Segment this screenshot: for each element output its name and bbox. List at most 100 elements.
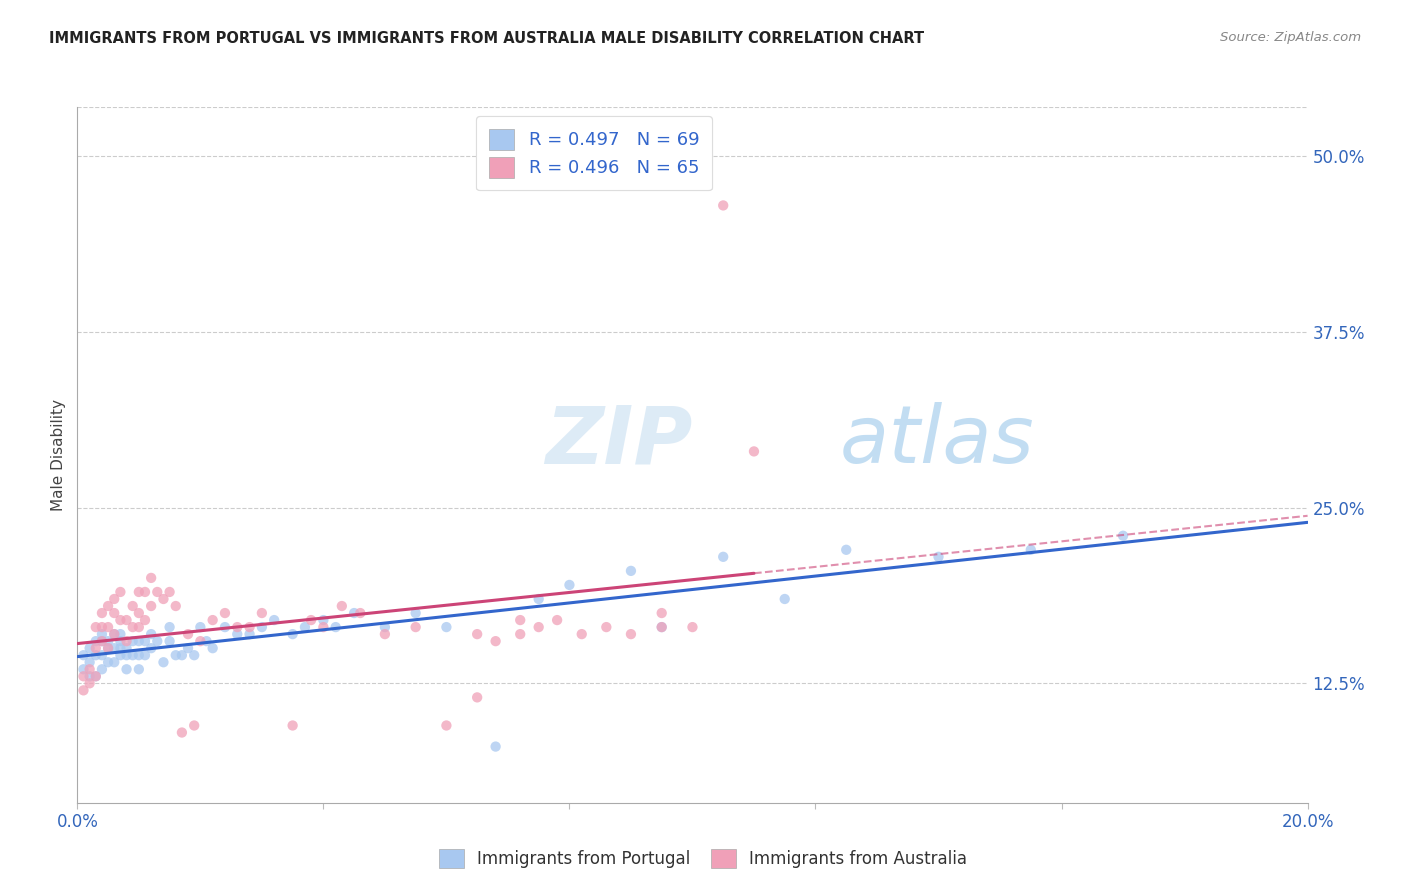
Point xyxy=(330,599,353,613)
Point xyxy=(103,655,125,669)
Point xyxy=(128,606,150,620)
Point xyxy=(711,198,734,212)
Point xyxy=(90,620,114,634)
Point xyxy=(97,641,120,656)
Point xyxy=(84,634,107,648)
Point xyxy=(110,613,132,627)
Point xyxy=(121,634,143,648)
Point xyxy=(90,606,114,620)
Point xyxy=(110,627,132,641)
Point xyxy=(103,606,125,620)
Point xyxy=(405,606,427,620)
Point xyxy=(72,662,94,676)
Point xyxy=(121,620,143,634)
Point xyxy=(110,648,132,663)
Point xyxy=(134,613,156,627)
Point xyxy=(374,620,396,634)
Point xyxy=(620,564,643,578)
Point xyxy=(226,620,249,634)
Point xyxy=(103,627,125,641)
Point xyxy=(485,739,508,754)
Point xyxy=(281,718,304,732)
Point xyxy=(97,641,120,656)
Point xyxy=(121,599,143,613)
Point xyxy=(79,662,101,676)
Point xyxy=(214,620,236,634)
Point xyxy=(546,613,568,627)
Point xyxy=(436,620,458,634)
Text: ZIP: ZIP xyxy=(546,402,692,480)
Point xyxy=(188,620,212,634)
Point xyxy=(250,620,273,634)
Point xyxy=(141,627,163,641)
Point xyxy=(620,627,643,641)
Point xyxy=(165,648,187,663)
Point xyxy=(134,634,156,648)
Point xyxy=(128,620,150,634)
Point xyxy=(103,627,125,641)
Point xyxy=(134,585,156,599)
Point xyxy=(436,718,458,732)
Point xyxy=(742,444,765,458)
Point xyxy=(84,641,107,656)
Point xyxy=(195,634,218,648)
Point xyxy=(115,662,138,676)
Text: atlas: atlas xyxy=(841,402,1035,480)
Point xyxy=(595,620,617,634)
Point xyxy=(325,620,347,634)
Legend: Immigrants from Portugal, Immigrants from Australia: Immigrants from Portugal, Immigrants fro… xyxy=(433,842,973,875)
Point xyxy=(128,634,150,648)
Point xyxy=(110,634,132,648)
Point xyxy=(239,627,262,641)
Point xyxy=(115,634,138,648)
Point xyxy=(294,620,316,634)
Point xyxy=(97,634,120,648)
Point xyxy=(128,585,150,599)
Point xyxy=(115,648,138,663)
Point xyxy=(141,599,163,613)
Point xyxy=(72,669,94,683)
Point xyxy=(509,627,531,641)
Point xyxy=(146,634,169,648)
Point xyxy=(84,648,107,663)
Point xyxy=(103,592,125,607)
Point xyxy=(141,571,163,585)
Point xyxy=(90,648,114,663)
Point xyxy=(170,648,193,663)
Point xyxy=(152,592,174,607)
Point xyxy=(72,683,94,698)
Point xyxy=(651,606,673,620)
Point xyxy=(159,585,181,599)
Point xyxy=(90,634,114,648)
Point xyxy=(79,641,101,656)
Point xyxy=(558,578,581,592)
Point xyxy=(239,620,262,634)
Point xyxy=(79,655,101,669)
Point xyxy=(159,634,181,648)
Point xyxy=(214,606,236,620)
Point xyxy=(115,641,138,656)
Point xyxy=(121,648,143,663)
Point xyxy=(146,585,169,599)
Text: IMMIGRANTS FROM PORTUGAL VS IMMIGRANTS FROM AUSTRALIA MALE DISABILITY CORRELATIO: IMMIGRANTS FROM PORTUGAL VS IMMIGRANTS F… xyxy=(49,31,924,46)
Point xyxy=(188,634,212,648)
Point xyxy=(152,655,174,669)
Point xyxy=(177,627,200,641)
Point xyxy=(374,627,396,641)
Point xyxy=(312,620,335,634)
Point xyxy=(263,613,285,627)
Point xyxy=(128,662,150,676)
Point xyxy=(72,648,94,663)
Point xyxy=(183,648,205,663)
Point xyxy=(159,620,181,634)
Point xyxy=(527,620,550,634)
Point xyxy=(79,676,101,690)
Legend: R = 0.497   N = 69, R = 0.496   N = 65: R = 0.497 N = 69, R = 0.496 N = 65 xyxy=(477,116,711,190)
Point xyxy=(84,669,107,683)
Point xyxy=(651,620,673,634)
Point xyxy=(682,620,704,634)
Text: Source: ZipAtlas.com: Source: ZipAtlas.com xyxy=(1220,31,1361,45)
Point xyxy=(928,549,950,564)
Point xyxy=(299,613,322,627)
Point xyxy=(90,627,114,641)
